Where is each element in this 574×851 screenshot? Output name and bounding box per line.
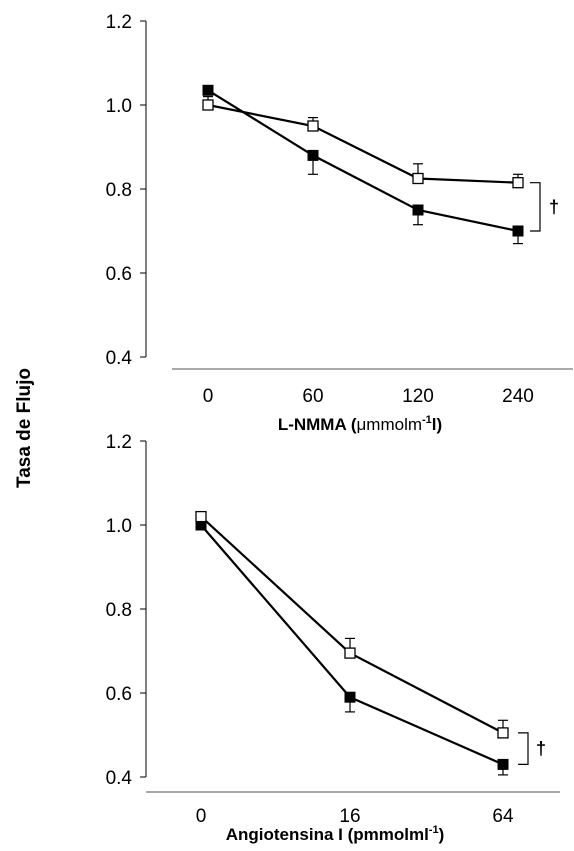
significance-bracket [530, 182, 541, 232]
y-tick-label: 1.0 [106, 96, 132, 117]
significance-dagger: † [536, 739, 546, 759]
significance-bracket [518, 732, 529, 765]
y-tick-label: 0.4 [106, 348, 133, 369]
x-axis-label-suffix: l) [432, 415, 442, 434]
data-point-filled [497, 758, 509, 770]
y-tick-label: 1.2 [106, 432, 132, 453]
x-tick-label: 64 [492, 806, 514, 827]
data-point-open [512, 177, 524, 189]
data-point-filled [202, 84, 214, 96]
x-tick-label: 0 [203, 386, 214, 407]
data-point-filled [412, 204, 424, 216]
y-tick-label: 0.8 [106, 180, 132, 201]
y-axis-label: Tasa de Flujo [14, 368, 35, 488]
x-axis-label-sup: -1 [429, 824, 439, 836]
x-tick-label: 60 [302, 386, 323, 407]
significance-dagger: † [549, 197, 559, 217]
x-axis-label-lnmma: L-NMMA (μmmolm-1l) [278, 414, 442, 434]
y-tick-label: 1.0 [106, 516, 132, 537]
data-point-open [412, 172, 424, 185]
y-tick-label: 0.4 [106, 768, 133, 789]
x-axis-label-unit: μmmolm [357, 415, 423, 434]
x-tick-label: 240 [502, 386, 534, 407]
y-tick-label: 1.2 [106, 12, 132, 33]
y-tick-label: 0.8 [106, 600, 132, 621]
data-point-open [307, 120, 319, 132]
x-tick-label: 16 [339, 806, 360, 827]
data-point-open [497, 727, 509, 739]
chart-panel-angiotensina: 0.4 0.6 0.8 1.0 1.2 0 16 64 † [106, 432, 560, 827]
chart-panel-lnmma: 0.4 0.6 0.8 1.0 1.2 0 60 120 240 † [106, 12, 573, 407]
x-axis-label-suffix: ) [439, 825, 445, 844]
series-line [207, 89, 519, 233]
data-point-open [202, 99, 214, 111]
x-axis-label-prefix: Angiotensina I (pmmolml [226, 825, 429, 844]
y-tick-label: 0.6 [106, 684, 132, 705]
series-line [207, 103, 519, 184]
x-tick-label: 0 [196, 806, 207, 827]
data-point-open [344, 647, 356, 659]
data-point-filled [307, 149, 319, 161]
data-point-filled [344, 691, 356, 703]
x-tick-label: 120 [402, 386, 434, 407]
x-axis-label-sup: -1 [422, 414, 432, 426]
data-point-filled [512, 225, 524, 237]
y-tick-label: 0.6 [106, 264, 132, 285]
data-point-open [195, 510, 207, 523]
series-line [200, 524, 504, 766]
x-axis-label-angiotensina: Angiotensina I (pmmolml-1) [226, 824, 445, 844]
x-axis-label-prefix: L-NMMA ( [278, 415, 357, 434]
